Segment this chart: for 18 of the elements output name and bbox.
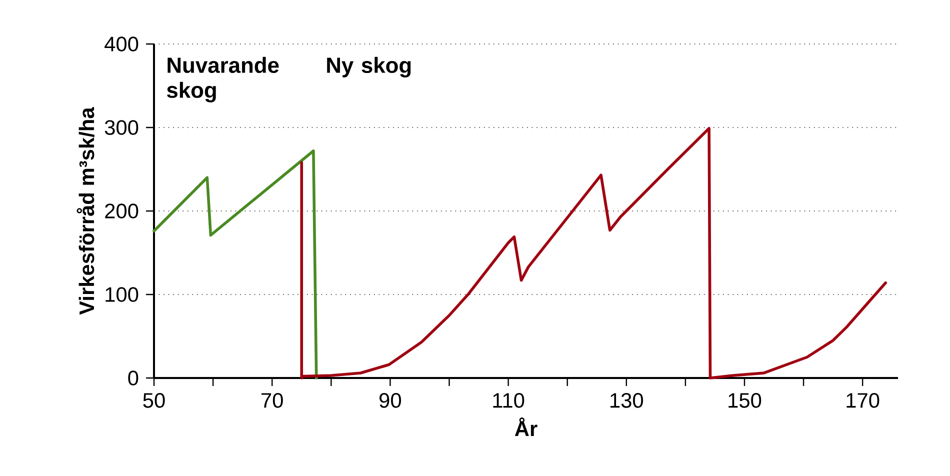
x-tick-label: 110	[493, 393, 524, 408]
x-tick-label: 150	[728, 393, 762, 408]
x-tick-label: 50	[143, 393, 165, 408]
line-series	[300, 126, 888, 380]
x-tick-label: 70	[262, 393, 283, 408]
y-tick-label: 300	[104, 120, 138, 135]
y-tick-label: 100	[106, 287, 138, 302]
y-axis-title: Virkesförråd m³sk/ha	[76, 107, 94, 315]
y-tick-label: 200	[105, 204, 138, 218]
annotation: Nuvarande skog	[166, 56, 279, 102]
line-series	[152, 149, 318, 380]
x-tick-label: 130	[610, 393, 644, 408]
x-tick-label: 170	[846, 393, 880, 408]
x-axis-title: År	[514, 418, 538, 436]
y-tick-label: 400	[104, 36, 138, 52]
annotation: Ny skog	[327, 56, 411, 78]
y-tick-label: 0	[128, 370, 138, 386]
x-tick-label: 90	[380, 393, 402, 408]
